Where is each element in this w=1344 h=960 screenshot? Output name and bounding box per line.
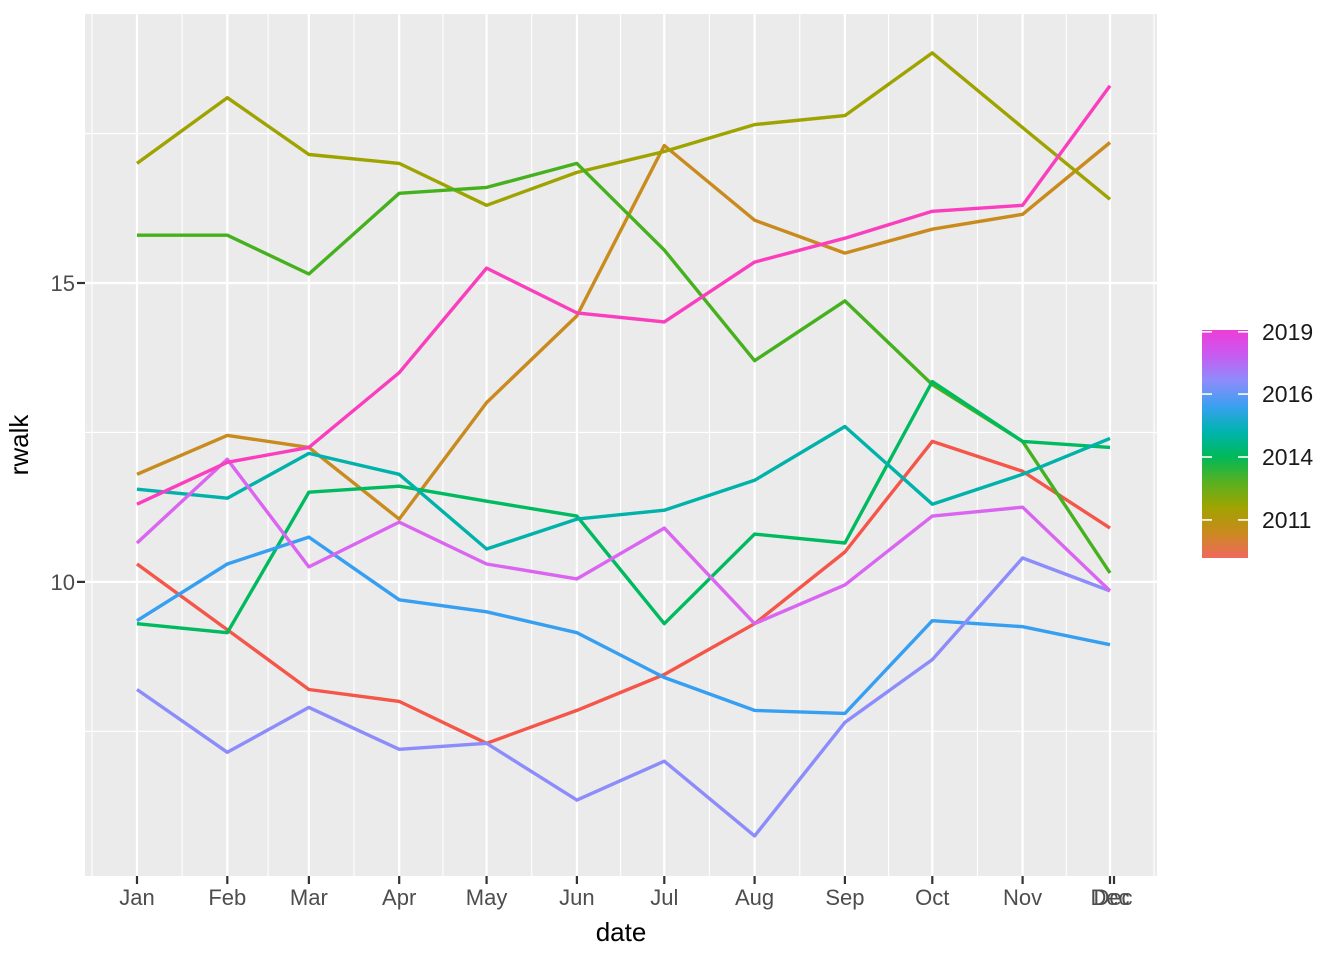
x-tick-label-Jan: Jan <box>119 885 154 910</box>
x-tick-label-May: May <box>466 885 508 910</box>
legend-label-2019: 2019 <box>1262 319 1313 345</box>
legend-label-2011: 2011 <box>1262 507 1311 533</box>
x-tick-label-Jul: Jul <box>650 885 678 910</box>
series-line-2011 <box>136 141 1112 521</box>
legend-colorbar <box>1202 330 1248 558</box>
series-line-2014 <box>136 379 1111 635</box>
series-line-2017 <box>136 556 1111 838</box>
x-tick-label-Mar: Mar <box>290 885 328 910</box>
series-line-2013 <box>137 161 1112 574</box>
series-line-2018 <box>135 457 1112 626</box>
x-tick-label-Jun: Jun <box>559 885 594 910</box>
x-tick-label-Feb: Feb <box>208 885 246 910</box>
x-tick-label-Aug: Aug <box>735 885 774 910</box>
series-line-2012 <box>135 51 1112 208</box>
x-tick-label-dec-overstrike: Dec <box>1093 885 1132 910</box>
x-tick-label-Oct: Oct <box>915 885 949 910</box>
legend-label-2014: 2014 <box>1262 444 1313 470</box>
y-tick-label-15: 15 <box>51 271 75 296</box>
x-tick-label-Nov: Nov <box>1003 885 1042 910</box>
series-line-2015 <box>136 424 1111 551</box>
series-line-2010 <box>135 439 1111 745</box>
legend-label-2016: 2016 <box>1262 381 1313 407</box>
x-tick-label-Dec: Dec <box>1090 885 1129 910</box>
y-axis-title: rwalk <box>4 414 34 476</box>
x-axis-title: date <box>596 917 647 947</box>
series-line-2016 <box>136 535 1111 716</box>
y-tick-label-10: 10 <box>51 570 75 595</box>
x-tick-label-Apr: Apr <box>382 885 416 910</box>
series-line-2019 <box>136 84 1112 506</box>
x-tick-label-Sep: Sep <box>825 885 864 910</box>
